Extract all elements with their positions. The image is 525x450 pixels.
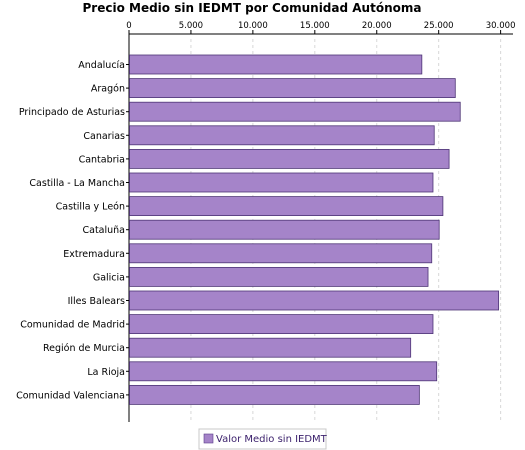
axis-layer: 0 5.000 10.000 15.000 20.000 25.000 30.000 (126, 21, 515, 422)
category-label: Galicia (93, 272, 125, 283)
bar (129, 101, 461, 122)
legend: Valor Medio sin IEDMT (198, 428, 328, 450)
x-tick-label: 30.000 (486, 21, 516, 31)
bar (129, 54, 423, 75)
x-tick-label: 5.000 (179, 21, 203, 31)
bar (129, 172, 434, 193)
category-labels: Andalucía Aragón Principado de Asturias Can… (16, 60, 125, 401)
category-label: Principado de Asturias (19, 107, 125, 118)
legend-swatch (203, 433, 214, 444)
category-label: Comunidad Valenciana (16, 390, 125, 401)
x-tick-label: 20.000 (362, 21, 392, 31)
legend-label: Valor Medio sin IEDMT (216, 434, 328, 445)
category-label: Andalucía (78, 60, 125, 71)
bar (129, 243, 433, 264)
bar (129, 219, 440, 240)
bar (129, 384, 420, 405)
x-tick-label: 25.000 (424, 21, 454, 31)
x-tick-label: 10.000 (238, 21, 268, 31)
category-label: Castilla - La Mancha (29, 178, 125, 189)
category-label: Aragón (91, 84, 125, 95)
bar-layer (129, 54, 500, 405)
bar (129, 290, 500, 311)
bar (129, 266, 429, 287)
bar (129, 337, 412, 358)
chart-title: Precio Medio sin IEDMT por Comunidad Aut… (83, 1, 422, 15)
bar (129, 314, 434, 335)
category-label: Comunidad de Madrid (20, 320, 125, 331)
bar (129, 148, 450, 169)
bar (129, 196, 444, 217)
category-label: Región de Murcia (43, 343, 125, 354)
legend-box (198, 428, 327, 450)
x-tick-label: 15.000 (300, 21, 330, 31)
category-label: Canarias (83, 131, 125, 142)
x-tick-label: 0 (126, 21, 131, 31)
category-label: Castilla y León (56, 202, 125, 213)
category-label: Cataluña (82, 225, 125, 236)
bar (129, 125, 435, 146)
bar (129, 78, 456, 98)
category-label: La Rioja (87, 367, 125, 378)
bar (129, 361, 438, 382)
category-label: Extremadura (63, 249, 125, 260)
category-label: Illes Balears (68, 296, 125, 307)
category-label: Cantabria (79, 154, 125, 165)
grid-layer (190, 39, 502, 422)
